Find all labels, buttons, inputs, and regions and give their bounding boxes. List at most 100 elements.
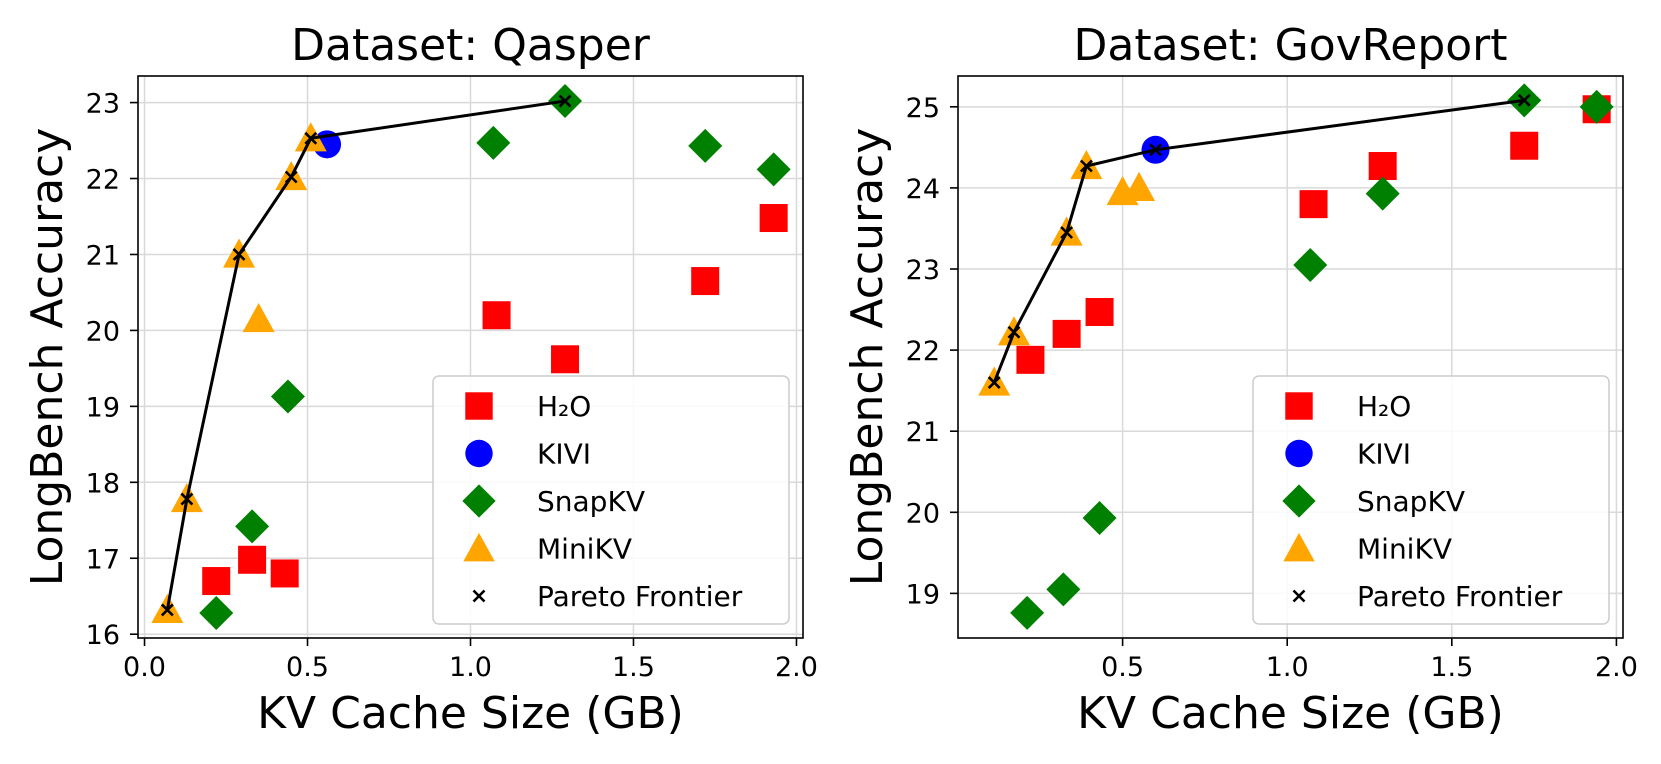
data-point <box>284 170 298 184</box>
y-tick-label: 19 <box>906 579 940 610</box>
chart-panel-2: 0.5 1.0 1.5 2.0 19 20 21 22 23 24 25 Dataset: GovRe… <box>842 20 1638 739</box>
legend-item: Pareto Frontier <box>1292 580 1563 613</box>
data-point <box>1365 176 1400 211</box>
data-point <box>199 595 234 630</box>
y-tick-label: 19 <box>86 392 120 423</box>
y-tick-label: 20 <box>906 498 940 529</box>
y-tick-label: 25 <box>906 93 940 124</box>
y-tick-label: 21 <box>906 417 940 448</box>
legend-label: MiniKV <box>537 533 632 566</box>
legend-item: SnapKV <box>1282 484 1465 518</box>
gridlines <box>138 76 803 638</box>
data-point <box>1299 190 1328 219</box>
legend-item: H₂O <box>1285 390 1411 423</box>
y-tick-label: 20 <box>86 316 120 347</box>
x-tick-label: 1.0 <box>1266 652 1309 683</box>
legend-item: MiniKV <box>463 533 632 566</box>
legend-label: SnapKV <box>1357 485 1465 518</box>
data-point <box>1082 500 1117 535</box>
data-point <box>551 345 580 374</box>
data-point <box>1123 171 1156 202</box>
chart-title: Dataset: Qasper <box>291 20 651 71</box>
pareto-frontier-line <box>992 98 1525 384</box>
y-axis-label: LongBench Accuracy <box>842 128 893 587</box>
legend-label: Pareto Frontier <box>537 580 743 613</box>
data-point <box>1010 595 1045 630</box>
legend-label: H₂O <box>537 390 591 423</box>
legend-item: SnapKV <box>462 484 645 518</box>
legend-marker <box>462 484 496 518</box>
legend-marker <box>1285 439 1313 468</box>
legend-box <box>1252 375 1610 625</box>
legend-marker <box>472 589 486 603</box>
data-point <box>160 603 174 617</box>
data-point <box>242 303 275 333</box>
legend-marker <box>1292 589 1306 603</box>
series-h-o <box>1016 95 1611 374</box>
series-pareto-frontier <box>160 94 572 617</box>
x-axis-label: KV Cache Size (GB) <box>1077 688 1504 739</box>
y-tick-label: 16 <box>86 620 120 651</box>
series-h-o <box>202 204 788 596</box>
y-axis-label: LongBench Accuracy <box>22 128 73 587</box>
legend: H₂O KIVI SnapKV MiniKV Pareto Frontier <box>1252 375 1610 625</box>
data-point <box>476 125 511 160</box>
data-point <box>235 509 270 544</box>
legend-marker <box>463 532 495 562</box>
x-tick-label: 1.5 <box>612 652 655 683</box>
data-point <box>987 376 1001 389</box>
data-point <box>1016 345 1045 374</box>
x-tick-label: 2.0 <box>775 652 818 683</box>
legend: H₂O KIVI SnapKV MiniKV Pareto Frontier <box>432 375 790 625</box>
legend-label: Pareto Frontier <box>1357 580 1563 613</box>
chart-title: Dataset: GovReport <box>1073 20 1507 71</box>
data-point <box>1517 93 1531 107</box>
data-point <box>759 204 788 233</box>
data-point <box>558 94 572 108</box>
x-tick-label: 0.5 <box>1101 652 1144 683</box>
legend-item: KIVI <box>1285 438 1411 471</box>
plot-frame <box>137 75 804 639</box>
legend-marker <box>1285 392 1313 420</box>
data-point <box>1046 572 1081 607</box>
y-tick-label: 23 <box>86 89 120 120</box>
y-tick-label: 23 <box>906 255 940 286</box>
y-tick-label: 24 <box>906 174 940 205</box>
series-pareto-frontier <box>987 93 1531 389</box>
data-point <box>1060 226 1074 239</box>
data-point <box>304 131 318 145</box>
series-snapkv <box>199 84 791 630</box>
legend-item: KIVI <box>465 438 591 471</box>
data-point <box>1079 159 1093 173</box>
legend-marker <box>1282 484 1316 518</box>
plot-frame <box>957 75 1624 639</box>
x-tick-label: 0.5 <box>286 652 329 683</box>
y-tick-label: 22 <box>906 336 940 367</box>
legend-label: KIVI <box>1357 438 1411 471</box>
legend-item: MiniKV <box>1283 533 1452 566</box>
y-tick-label: 18 <box>86 468 120 499</box>
legend-item: H₂O <box>465 390 591 423</box>
legend-item: Pareto Frontier <box>472 580 743 613</box>
legend-label: H₂O <box>1357 390 1411 423</box>
data-point <box>270 559 299 588</box>
data-point <box>1293 247 1328 282</box>
data-point <box>691 267 720 296</box>
legend-box <box>432 375 790 625</box>
data-point <box>1052 319 1081 348</box>
data-point <box>756 152 791 187</box>
y-tick-label: 22 <box>86 165 120 196</box>
legend-marker <box>465 439 493 468</box>
legend-marker <box>1283 532 1315 562</box>
data-point <box>180 492 194 506</box>
legend-label: MiniKV <box>1357 533 1452 566</box>
data-point <box>688 128 723 163</box>
data-point <box>238 545 267 574</box>
data-point <box>202 567 231 596</box>
x-axis-label: KV Cache Size (GB) <box>257 688 684 739</box>
data-point <box>232 248 246 261</box>
pareto-frontier-line <box>165 99 566 611</box>
data-point <box>1579 89 1614 124</box>
data-point <box>482 301 511 330</box>
